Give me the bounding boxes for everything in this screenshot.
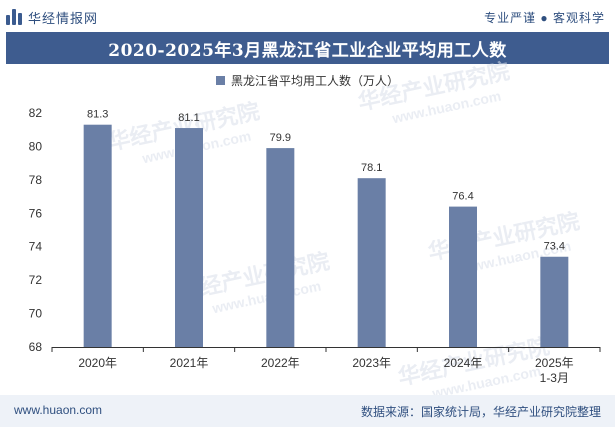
y-tick-label: 80: [29, 139, 43, 153]
brand-logo-icon: [6, 9, 22, 25]
x-tick-label: 1-3月: [540, 371, 569, 385]
footer-source: 数据来源：国家统计局，华经产业研究院整理: [360, 405, 601, 419]
data-label: 78.1: [361, 162, 382, 174]
x-tick-label: 2023年: [352, 356, 391, 370]
x-tick-label: 2020年: [78, 356, 117, 370]
tagline: 专业严谨 ● 客观科学: [484, 11, 605, 25]
y-tick-label: 74: [29, 240, 43, 254]
bar: [540, 256, 569, 347]
x-tick-label: 2024年: [444, 356, 483, 370]
bar: [449, 206, 477, 347]
data-label: 79.9: [270, 132, 291, 144]
legend-label: 黑龙江省平均用工人数（万人）: [230, 73, 399, 88]
footer-website: www.huaon.com: [14, 403, 103, 417]
y-tick-label: 78: [29, 173, 43, 187]
bar: [175, 128, 203, 347]
x-tick-label: 2022年: [261, 356, 300, 370]
brand-name: 华经情报网: [28, 10, 99, 26]
y-tick-label: 76: [29, 206, 43, 220]
data-label: 73.4: [544, 241, 565, 253]
chart-legend: 黑龙江省平均用工人数（万人）: [0, 70, 615, 90]
chart-title: 2020-2025年3月黑龙江省工业企业平均用工人数: [108, 40, 507, 61]
bar: [83, 124, 112, 347]
y-tick-label: 82: [29, 106, 43, 120]
x-tick-label: 2021年: [170, 356, 209, 370]
footer: www.huaon.com 数据来源：国家统计局，华经产业研究院整理: [0, 395, 615, 427]
bar: [266, 148, 295, 347]
data-label: 76.4: [452, 191, 473, 203]
data-label: 81.3: [87, 109, 108, 121]
x-tick-label: 2025年: [535, 356, 574, 370]
y-tick-label: 70: [29, 307, 43, 321]
data-label: 81.1: [178, 112, 199, 124]
brand: 华经情报网: [6, 8, 98, 26]
bar-chart: 华经产业研究院www.huaon.com华经产业研究院www.huaon.com…: [29, 58, 601, 395]
top-header: 华经情报网 专业严谨 ● 客观科学: [0, 0, 615, 32]
title-bar: 2020-2025年3月黑龙江省工业企业平均用工人数: [6, 32, 609, 64]
y-tick-label: 72: [29, 273, 43, 287]
y-tick-label: 68: [29, 340, 43, 354]
legend-swatch: [215, 75, 225, 85]
bar: [357, 178, 386, 347]
